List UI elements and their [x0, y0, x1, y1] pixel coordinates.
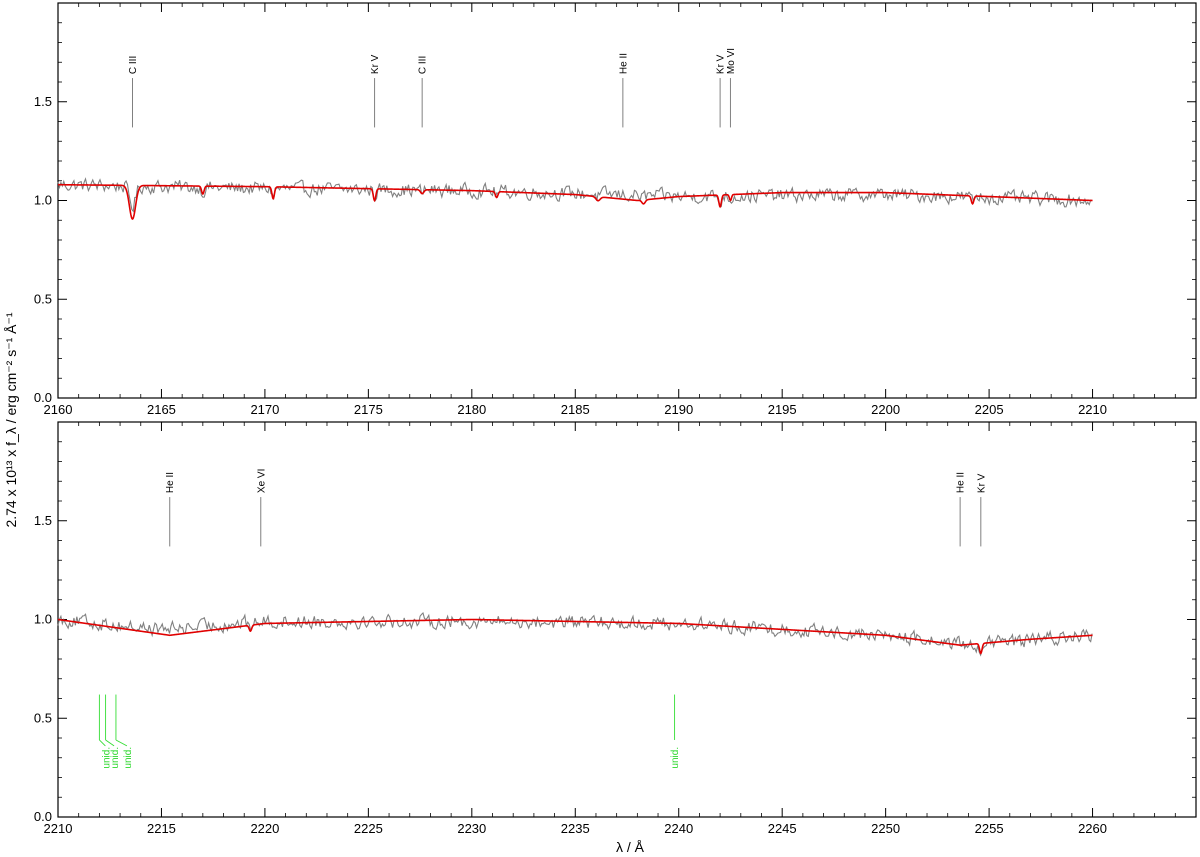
x-tick-label: 2180: [457, 402, 486, 417]
y-tick-label: 0.5: [34, 710, 52, 725]
panel-1: 2160 2165 2170 2175 2180 2185 2190 2195 2200 2205…: [34, 2, 1197, 417]
line-id-label: Mo VI: [726, 48, 737, 74]
y-tick-label: 1.0: [34, 612, 52, 627]
y-tick-label: 1.5: [34, 513, 52, 528]
x-tick-label: 2185: [561, 402, 590, 417]
observation-spectrum: [57, 611, 1093, 657]
x-tick-label: 2260: [1078, 821, 1107, 836]
x-tick-label: 2230: [457, 821, 486, 836]
x-tick-label: 2225: [354, 821, 383, 836]
line-id-label: He II: [165, 472, 176, 493]
x-tick-label: 2165: [147, 402, 176, 417]
x-axis-title: λ / Å: [616, 839, 645, 855]
line-id-label: Kr V: [370, 54, 381, 74]
line-id-label: Kr V: [976, 473, 987, 493]
line-id-label: He II: [956, 472, 967, 493]
x-tick-label: 2195: [768, 402, 797, 417]
line-id-label: Kr V: [716, 54, 727, 74]
y-tick-label: 0.0: [34, 809, 52, 824]
x-tick-label: 2220: [250, 821, 279, 836]
unid-label: unid.: [670, 747, 681, 769]
x-tick-label: 2170: [250, 402, 279, 417]
line-id-label: Xe VI: [256, 469, 267, 493]
unid-leader: [99, 739, 106, 747]
x-tick-label: 2250: [871, 821, 900, 836]
x-tick-label: 2200: [871, 402, 900, 417]
x-tick-label: 2175: [354, 402, 383, 417]
x-tick-label: 2160: [44, 402, 73, 417]
y-tick-label: 0.5: [34, 291, 52, 306]
x-tick-label: 2190: [664, 402, 693, 417]
panel-2: 2210 2215 2220 2225 2230 2235 2240 2245 2250 2255…: [34, 421, 1197, 836]
y-axis-title: 2.74 x 10¹³ x f_λ / erg cm⁻² s⁻¹ Å⁻¹: [3, 312, 19, 527]
observation-spectrum: [57, 177, 1093, 213]
x-tick-label: 2240: [664, 821, 693, 836]
plot-frame: [57, 421, 1197, 818]
x-tick-label: 2210: [44, 821, 73, 836]
line-id-label: C III: [128, 56, 139, 74]
unid-label: unid.: [123, 747, 134, 769]
x-tick-label: 2245: [768, 821, 797, 836]
y-tick-label: 0.0: [34, 390, 52, 405]
x-tick-label: 2210: [1078, 402, 1107, 417]
y-tick-label: 1.0: [34, 193, 52, 208]
unid-leader: [105, 739, 115, 747]
x-tick-label: 2255: [975, 821, 1004, 836]
unid-label: unid.: [110, 747, 121, 769]
unid-leader: [115, 739, 128, 747]
x-tick-label: 2205: [975, 402, 1004, 417]
line-id-label: He II: [618, 53, 629, 74]
x-tick-label: 2235: [561, 821, 590, 836]
x-tick-label: 2215: [147, 821, 176, 836]
y-tick-label: 1.5: [34, 94, 52, 109]
unid-label: unid.: [101, 747, 112, 769]
line-id-label: C III: [418, 56, 429, 74]
model-spectrum: [57, 618, 1093, 655]
model-spectrum: [58, 183, 1093, 220]
